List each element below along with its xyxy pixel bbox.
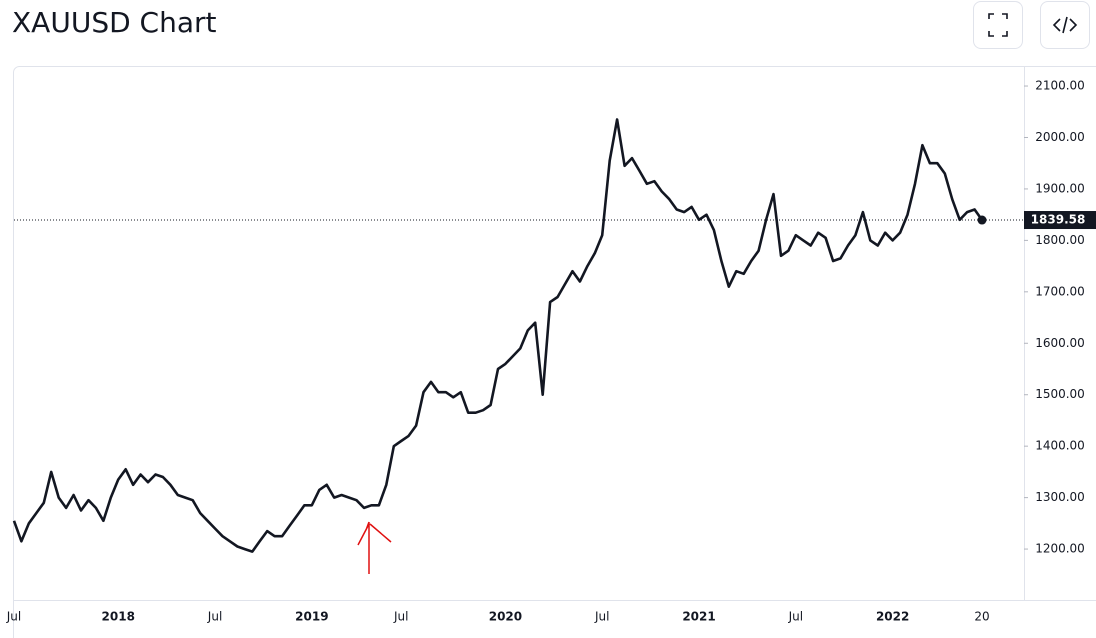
x-tick-label: 2018: [102, 610, 135, 624]
y-tick-label: 1400.00: [1035, 439, 1085, 453]
x-tick-label: 2021: [682, 610, 715, 624]
y-tick-label: 1600.00: [1035, 336, 1085, 350]
x-tick-label: Jul: [594, 610, 609, 624]
last-price-badge: [1024, 211, 1096, 230]
x-tick-label: Jul: [207, 610, 222, 624]
chart-title: XAUUSD Chart: [12, 6, 217, 39]
x-tick-label: Jul: [6, 610, 21, 624]
embed-button[interactable]: [1040, 1, 1090, 49]
y-tick-label: 1800.00: [1035, 233, 1085, 247]
x-tick-label: Jul: [393, 610, 408, 624]
last-price-label: 1839.58: [1031, 213, 1086, 227]
y-tick-label: 1700.00: [1035, 284, 1085, 298]
x-tick-label: 2019: [295, 610, 328, 624]
embed-icon: [1052, 16, 1078, 34]
y-tick-label: 1500.00: [1035, 387, 1085, 401]
x-tick-label: 2020: [489, 610, 522, 624]
x-tick-label: 2022: [876, 610, 909, 624]
y-tick-label: 1200.00: [1035, 542, 1085, 556]
last-price-dot: [977, 215, 987, 225]
annotation-arrow: [357, 521, 392, 574]
y-tick-label: 2000.00: [1035, 130, 1085, 144]
y-tick-label: 2100.00: [1035, 79, 1085, 93]
chart-frame: [13, 66, 1096, 638]
x-tick-label: 20: [974, 610, 989, 624]
fullscreen-icon: [988, 13, 1008, 37]
x-tick-label: Jul: [788, 610, 803, 624]
y-tick-label: 1300.00: [1035, 490, 1085, 504]
fullscreen-button[interactable]: [973, 1, 1023, 49]
y-tick-label: 1900.00: [1035, 181, 1085, 195]
price-line: [12, 118, 984, 553]
